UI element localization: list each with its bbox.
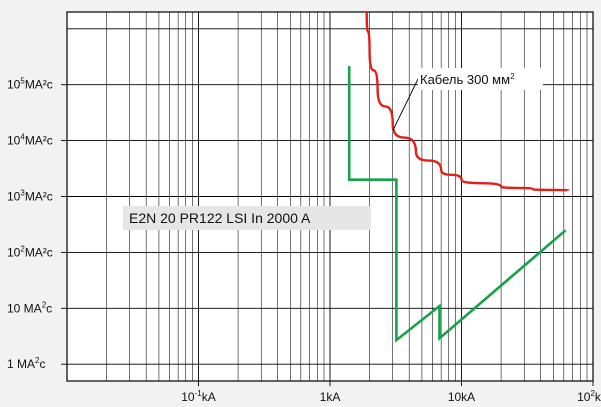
x-axis-ticks: 10-1kA 1kA 10kA 102kA xyxy=(181,381,601,404)
y-tick-label: 103MA²c xyxy=(7,189,53,204)
cable-label-box xyxy=(418,68,543,90)
series-layer xyxy=(347,11,570,343)
series-breaker-curve xyxy=(347,66,567,343)
y-tick-label: 102MA²c xyxy=(7,244,53,259)
y-tick-label: 1 MA2c xyxy=(7,356,45,371)
series-labels: Кабель 300 мм2 E2N 20 PR122 LSI In 2000 A xyxy=(123,68,543,230)
x-tick-label: 10-1kA xyxy=(181,389,216,404)
breaker-series-label: E2N 20 PR122 LSI In 2000 A xyxy=(129,210,311,226)
cable-label-leader xyxy=(392,78,419,131)
y-axis-ticks: 1 MA2c 10 MA2c 102MA²c 103MA²c 104MA²c 105MA²… xyxy=(7,77,67,371)
breaker-label-box xyxy=(123,206,371,230)
cable-series-label: Кабель 300 мм2 xyxy=(420,72,515,87)
series-cable-curve xyxy=(365,11,570,192)
x-tick-label: 102kA xyxy=(577,389,601,404)
x-tick-label: 10kA xyxy=(448,390,475,404)
x-tick-label: 1kA xyxy=(320,390,341,404)
y-tick-label: 105MA²c xyxy=(7,77,53,92)
y-tick-label: 10 MA2c xyxy=(7,300,52,315)
y-tick-label: 104MA²c xyxy=(7,133,53,148)
